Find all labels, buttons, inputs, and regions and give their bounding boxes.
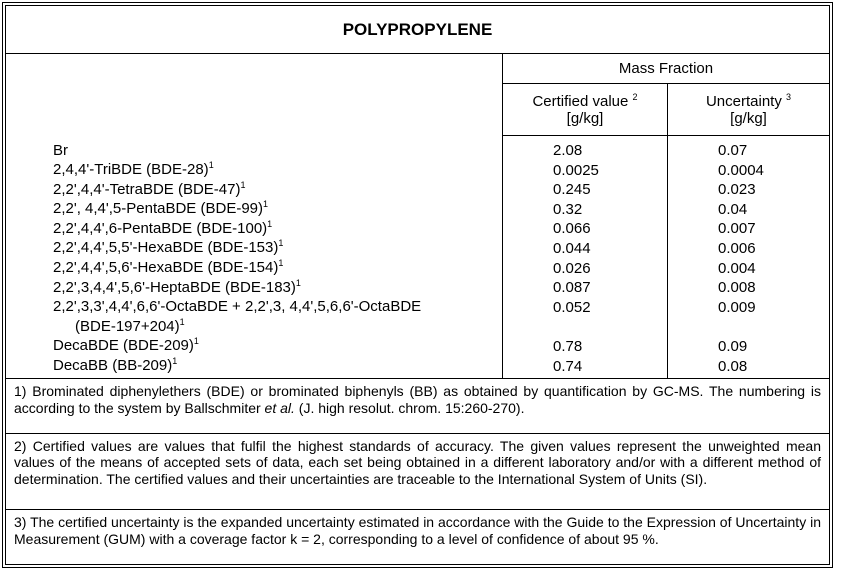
uncertainty-value: 0.006 [718, 239, 756, 257]
certified-column: 2.08 0.0025 0.245 0.32 0.066 0.044 0.026 0.087 0… [502, 135, 668, 379]
row-name: 2,2',4,4',5,5'-HexaBDE (BDE-153)1 [53, 238, 502, 258]
uncertainty-value: 0.07 [718, 142, 748, 159]
certified-value: 0.78 [553, 337, 583, 355]
footnote-text: 1) Brominated diphenylethers (BDE) or br… [14, 383, 821, 416]
group-header: Mass Fraction [502, 53, 830, 84]
footnote-text: (J. high resolut. chrom. 15:260-270). [294, 399, 525, 416]
column-unit: [g/kg] [566, 109, 604, 127]
footnote: 3) The certified uncertainty is the expa… [5, 509, 830, 565]
footnote-ref: 1 [267, 218, 273, 229]
substance-name: 2,2',4,4',6-PentaBDE (BDE-100) [53, 219, 268, 237]
table-title: POLYPROPYLENE [5, 5, 830, 54]
certified-value: 0.245 [553, 181, 591, 199]
uncertainty-value: 0.023 [718, 181, 756, 199]
certified-value: 0.74 [553, 357, 583, 375]
substance-name: 2,2',3,4,4',5,6'-HeptaBDE (BDE-183) [53, 278, 296, 296]
header-blank [5, 53, 503, 136]
substance-name: 2,4,4'-TriBDE (BDE-28) [53, 161, 209, 179]
substance-name: 2,2',4,4',5,6'-HexaBDE (BDE-154) [53, 259, 279, 277]
spec-table: POLYPROPYLENE Mass Fraction Certified va… [5, 5, 830, 565]
row-name: 2,2',4,4',6-PentaBDE (BDE-100)1 [53, 219, 502, 239]
substance-name: (BDE-197+204) [75, 317, 180, 335]
substance-name: DecaBB (BB-209) [53, 357, 173, 375]
footnote-ref: 1 [172, 356, 178, 367]
row-name: DecaBDE (BDE-209)1 [53, 336, 502, 356]
uncertainty-value: 0.08 [718, 357, 748, 375]
certified-value: 0.044 [553, 239, 591, 257]
substance-name: Br [53, 141, 68, 159]
name-column: Br 2,4,4'-TriBDE (BDE-28)1 2,2',4,4'-Tetra… [5, 135, 503, 379]
column-header: Certified value 2 [g/kg] [502, 83, 668, 136]
certified-values: 2.08 0.0025 0.245 0.32 0.066 0.044 0.026 0.087 0… [503, 141, 667, 376]
column-header: Uncertainty 3 [g/kg] [667, 83, 830, 136]
column-unit: [g/kg] [730, 109, 767, 127]
row-name: 2,4,4'-TriBDE (BDE-28)1 [53, 160, 502, 180]
column-label: Uncertainty [705, 92, 782, 110]
footnote-ref: 2 [632, 91, 638, 102]
row-name: 2,2', 4,4',5-PentaBDE (BDE-99)1 [53, 199, 502, 219]
certified-value: 0.066 [553, 220, 591, 238]
footnote-ref: 1 [295, 277, 301, 288]
uncertainty-value: 0.008 [718, 279, 756, 297]
uncertainty-value: 0.0004 [718, 161, 764, 179]
document-frame: POLYPROPYLENE Mass Fraction Certified va… [2, 2, 833, 568]
uncertainty-value: 0.009 [718, 298, 756, 316]
names: Br 2,4,4'-TriBDE (BDE-28)1 2,2',4,4'-Tetra… [6, 141, 502, 376]
row-name: 2,2',3,3',4,4',6,6'-OctaBDE + 2,2',3, 4,… [53, 297, 502, 317]
substance-name: 2,2',4,4',5,5'-HexaBDE (BDE-153) [53, 239, 279, 257]
row-name: DecaBB (BB-209)1 [53, 356, 502, 376]
certified-value: 2.08 [553, 142, 583, 159]
substance-name: 2,2',4,4'-TetraBDE (BDE-47) [53, 180, 241, 198]
certified-value: 0.087 [553, 279, 591, 297]
row-name: 2,2',4,4'-TetraBDE (BDE-47)1 [53, 180, 502, 200]
footnote-ref: 1 [278, 258, 284, 269]
certified-value: 0.0025 [553, 161, 599, 179]
footnote-italic: et al. [264, 399, 295, 416]
uncertainty-value: 0.004 [718, 259, 756, 277]
footnote: 2) Certified values are values that fulf… [5, 432, 830, 511]
certified-value: 0.32 [553, 200, 583, 218]
substance-name: 2,2',3,3',4,4',6,6'-OctaBDE + 2,2',3, 4,… [53, 298, 422, 316]
row-name: (BDE-197+204)1 [53, 317, 502, 337]
footnote: 1) Brominated diphenylethers (BDE) or br… [5, 378, 830, 434]
footnote-ref: 3 [786, 91, 792, 102]
footnote-ref: 1 [263, 199, 269, 210]
row-name: 2,2',3,4,4',5,6'-HeptaBDE (BDE-183)1 [53, 278, 502, 298]
substance-name: 2,2', 4,4',5-PentaBDE (BDE-99) [53, 200, 263, 218]
certified-value: 0.026 [553, 259, 591, 277]
column-label: Certified value [532, 92, 629, 110]
row-name: 2,2',4,4',5,6'-HexaBDE (BDE-154)1 [53, 258, 502, 278]
footnote-ref: 1 [179, 316, 185, 327]
uncertainty-value: 0.04 [718, 200, 748, 218]
substance-name: DecaBDE (BDE-209) [53, 337, 194, 355]
footnote-ref: 1 [208, 160, 214, 171]
row-name: Br [53, 141, 502, 161]
footnote-ref: 1 [240, 179, 246, 190]
certified-value: 0.052 [553, 298, 591, 316]
footnote-ref: 1 [278, 238, 284, 249]
footnote-ref: 1 [193, 336, 199, 347]
uncertainty-values: 0.07 0.0004 0.023 0.04 0.007 0.006 0.004 0.008 0… [668, 141, 829, 376]
uncertainty-value: 0.007 [718, 220, 756, 238]
uncertainty-value: 0.09 [718, 337, 748, 355]
uncertainty-column: 0.07 0.0004 0.023 0.04 0.007 0.006 0.004 0.008 0… [667, 135, 830, 379]
